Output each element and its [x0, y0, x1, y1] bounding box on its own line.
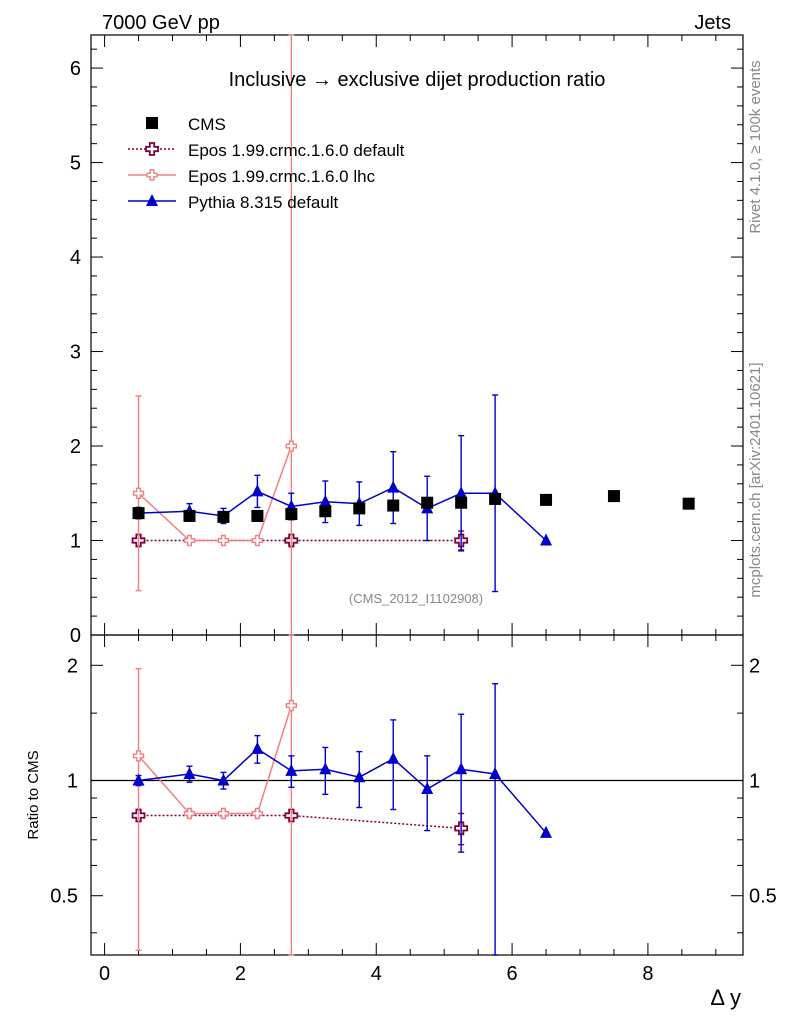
analysis-id: (CMS_2012_I1102908) [349, 591, 483, 606]
epos-0-point [132, 750, 145, 762]
pythia-7-point [387, 751, 400, 764]
epos-3-point [251, 807, 264, 820]
epos-1-point [183, 534, 196, 547]
cms-point [489, 492, 502, 505]
side-label-mcplots: mcplots.cern.ch [arXiv:2401.10621] [747, 362, 764, 597]
cms-point [183, 509, 196, 522]
epos-legend-point [145, 142, 159, 156]
pythia-legend-point [146, 194, 158, 206]
main-data-marks [131, 34, 695, 636]
ratio-y-tick-label: 1 [67, 771, 78, 793]
ratio-y-tick-label: 2 [67, 655, 78, 677]
pythia-5-point [319, 494, 332, 507]
x-tick-label: 2 [235, 963, 246, 985]
legend: CMS Epos 1.99.crmc.1.6.0 default Epos 1.99… [128, 115, 405, 212]
cms-point [132, 507, 145, 520]
main-y-tick-label: 3 [70, 342, 81, 364]
cms-point [682, 497, 695, 510]
cms-point [387, 499, 400, 512]
epos-1-point [183, 807, 196, 820]
main-y-tick-label: 1 [70, 531, 81, 553]
cms-point [285, 508, 298, 521]
pythia-3-point [251, 484, 264, 497]
epos-0-point [132, 487, 145, 499]
main-y-tick-label: 0 [70, 625, 81, 647]
pythia-1-point [183, 766, 196, 779]
cms-point [353, 502, 366, 515]
x-tick-label: 6 [507, 963, 518, 985]
epos-4-point [285, 440, 298, 452]
cms-point [540, 493, 553, 506]
x-tick-label: 4 [371, 963, 382, 985]
ratio-data-marks [91, 634, 743, 956]
pythia-4-point [285, 763, 298, 776]
ratio-panel-frame [90, 634, 744, 956]
cms-point [146, 117, 158, 129]
main-y-tick-label: 5 [70, 153, 81, 175]
legend-label: Epos 1.99.crmc.1.6.0 default [188, 141, 405, 160]
main-y-tick-label: 2 [70, 436, 81, 458]
pythia-11-point [540, 533, 553, 546]
pythia-5-point [319, 762, 332, 775]
main-y-tick-label: 4 [70, 247, 81, 269]
pythia-3-point [251, 741, 264, 754]
cms-point [217, 510, 230, 523]
pythia-7-point [387, 480, 400, 493]
ratio-y-tick-label-right: 1 [749, 771, 760, 793]
cms-point [607, 490, 620, 503]
legend-label: Pythia 8.315 default [188, 193, 339, 212]
pythia-8-point [421, 782, 434, 795]
cms-point [319, 505, 332, 518]
cms-point [251, 509, 264, 522]
header-right: Jets [694, 12, 731, 34]
epos-4-point [285, 699, 298, 712]
header-left: 7000 GeV pp [102, 12, 220, 34]
legend-label: CMS [188, 115, 226, 134]
ratio-y-tick-label: 0.5 [50, 886, 78, 908]
pythia-10-point [489, 766, 502, 779]
main-axis-ticks: 0 1 2 3 4 5 6 [70, 35, 743, 647]
pythia-2-point [217, 773, 230, 786]
pythia-0-point [132, 773, 145, 786]
main-y-tick-label: 6 [70, 58, 81, 80]
chart-title: Inclusive → exclusive dijet production r… [229, 69, 606, 91]
main-panel: 0 1 2 3 4 5 6 [70, 34, 744, 647]
ratio-y-tick-label-right: 2 [749, 655, 760, 677]
pythia-9-point [455, 486, 468, 499]
epos-3-point [251, 534, 264, 547]
x-tick-label: 0 [99, 963, 110, 985]
epos-legend-point [146, 169, 158, 181]
epos-2-point [217, 534, 230, 547]
cms-point [455, 496, 468, 509]
ratio-panel: 0 2 4 6 8 0.5 0.5 1 1 2 2 [50, 634, 777, 985]
ratio-y-axis-label: Ratio to CMS [25, 750, 42, 839]
ratio-series-line [138, 747, 547, 834]
pythia-11-point [540, 825, 553, 838]
ratio-axis-ticks: 0 2 4 6 8 0.5 0.5 1 1 2 2 [50, 635, 777, 985]
pythia-6-point [353, 770, 366, 783]
x-axis-label: Δ y [710, 985, 741, 1010]
side-label-rivet: Rivet 4.1.0, ≥ 100k events [747, 60, 764, 233]
ratio-y-tick-label-right: 0.5 [749, 886, 777, 908]
pythia-9-point [455, 762, 468, 775]
x-tick-label: 8 [642, 963, 653, 985]
epos-2-point [217, 807, 230, 820]
legend-label: Epos 1.99.crmc.1.6.0 lhc [188, 167, 376, 186]
cms-point [421, 496, 434, 509]
